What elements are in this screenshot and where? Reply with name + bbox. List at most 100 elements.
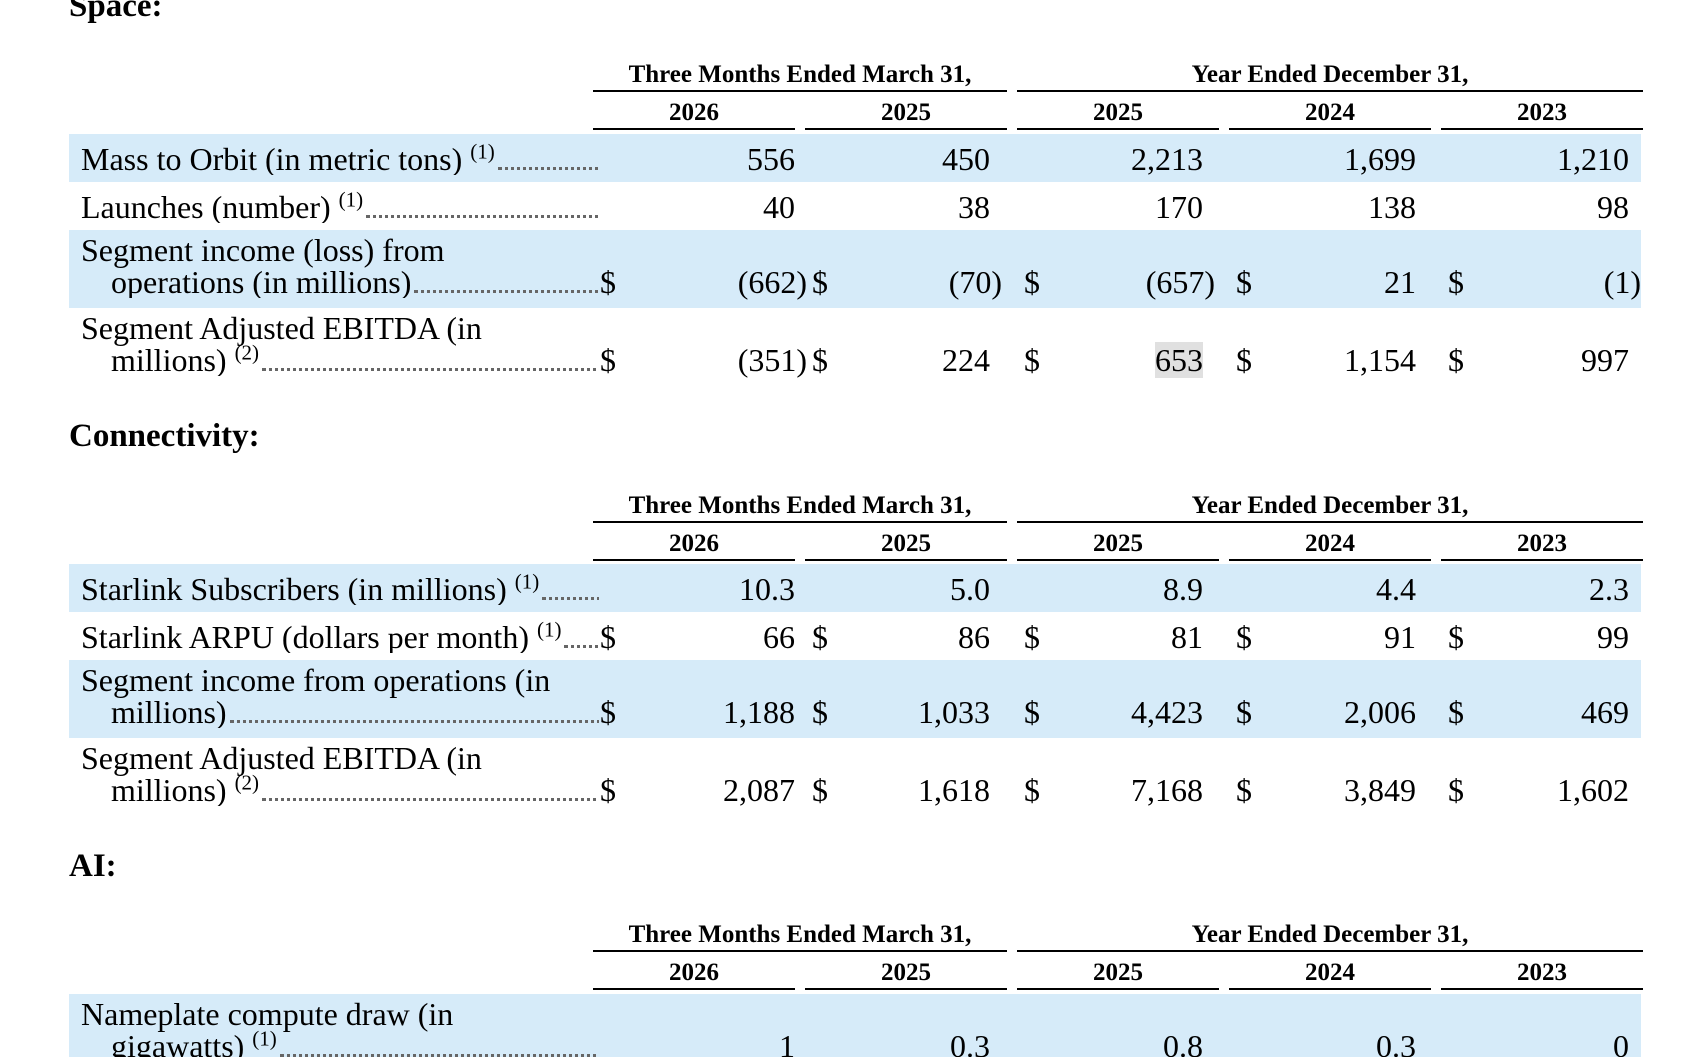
- footnote-marker: (1): [252, 1026, 277, 1051]
- row-label-line1: Segment income (loss) from: [81, 234, 445, 268]
- row-label-text: Mass to Orbit (in metric tons): [81, 143, 463, 175]
- value-cell: 450: [942, 143, 990, 175]
- currency-symbol: $: [1448, 342, 1464, 378]
- row-label-line1: Nameplate compute draw (in: [81, 998, 454, 1032]
- space-row-1: Launches (number) (1) 40 38 170 138 98: [69, 182, 1641, 230]
- value-text: 2,087: [723, 772, 795, 808]
- value-text: 997: [1581, 342, 1629, 378]
- connectivity-row-3: Segment Adjusted EBITDA (in millions) (2)…: [69, 738, 1641, 816]
- value-cell: (657): [1146, 266, 1215, 298]
- footnote-marker: (1): [536, 621, 562, 642]
- value-text: 1,033: [918, 694, 990, 730]
- currency-symbol: $: [600, 772, 616, 808]
- value-cell: 2,006: [1344, 696, 1416, 728]
- value-cell: 1,602: [1557, 774, 1629, 806]
- currency-symbol: $: [600, 264, 616, 300]
- ai-header-three-months: Three Months Ended March 31,: [593, 920, 1007, 952]
- value-text: 1,602: [1557, 772, 1629, 808]
- dot-leader: [414, 290, 599, 293]
- currency-symbol: $: [1024, 772, 1040, 808]
- currency-symbol: $: [1448, 694, 1464, 730]
- value-text: 91: [1384, 619, 1416, 655]
- row-label: Starlink Subscribers (in millions) (1): [81, 573, 599, 605]
- value-cell: 0.8: [1163, 1030, 1203, 1057]
- value-cell: 81: [1171, 621, 1203, 653]
- value-text: (657): [1145, 264, 1215, 300]
- dot-leader: [262, 368, 599, 371]
- value-cell: (1): [1604, 266, 1641, 298]
- currency-symbol: $: [1236, 772, 1252, 808]
- value-text: 40: [763, 189, 795, 225]
- value-cell: 1,210: [1557, 143, 1629, 175]
- row-label-text: Starlink Subscribers (in millions): [81, 573, 507, 605]
- value-text: 138: [1368, 189, 1416, 225]
- row-label: Segment income (loss) from operations (in…: [81, 234, 599, 298]
- value-text: 21: [1384, 264, 1416, 300]
- value-text: 98: [1597, 189, 1629, 225]
- value-cell: (351): [738, 344, 807, 376]
- value-cell: 66: [763, 621, 795, 653]
- value-text: 10.3: [739, 571, 795, 607]
- value-cell: 138: [1368, 191, 1416, 223]
- value-cell: 1: [779, 1030, 795, 1057]
- value-text: (1): [1603, 264, 1641, 300]
- value-text: 1,188: [723, 694, 795, 730]
- value-text: (70): [948, 264, 1002, 300]
- value-text: 450: [942, 141, 990, 177]
- value-text: 8.9: [1163, 571, 1203, 607]
- value-cell: 0.3: [950, 1030, 990, 1057]
- row-label: Launches (number) (1): [81, 191, 599, 223]
- value-cell: (70): [949, 266, 1002, 298]
- value-text: 0.3: [1376, 1028, 1416, 1057]
- value-cell: 91: [1384, 621, 1416, 653]
- row-label: Nameplate compute draw (in gigawatts) (1): [81, 998, 599, 1057]
- value-cell: 653: [1155, 342, 1203, 378]
- value-text: 4,423: [1131, 694, 1203, 730]
- value-text: 81: [1171, 619, 1203, 655]
- row-label-line2-wrap: gigawatts) (1): [81, 1028, 599, 1057]
- currency-symbol: $: [600, 619, 616, 655]
- row-label: Segment Adjusted EBITDA (in millions) (2): [81, 312, 599, 376]
- row-label-line2-wrap: operations (in millions): [81, 266, 599, 298]
- space-header-three-months: Three Months Ended March 31,: [593, 60, 1007, 92]
- dot-leader: [279, 1054, 599, 1057]
- connectivity-header-year-col-0: 2026: [593, 528, 795, 561]
- value-cell: 8.9: [1163, 573, 1203, 605]
- value-text: (662): [737, 264, 807, 300]
- value-cell: 40: [763, 191, 795, 223]
- currency-symbol: $: [812, 342, 828, 378]
- footnote-marker: (1): [338, 191, 364, 212]
- value-text: 7,168: [1131, 772, 1203, 808]
- connectivity-section-title: Connectivity:: [69, 418, 260, 454]
- value-cell: 1,699: [1344, 143, 1416, 175]
- dot-leader: [497, 167, 599, 170]
- value-text: 1: [779, 1028, 795, 1057]
- currency-symbol: $: [1236, 264, 1252, 300]
- ai-header-year-ended: Year Ended December 31,: [1017, 920, 1643, 952]
- value-text: 2,006: [1344, 694, 1416, 730]
- currency-symbol: $: [600, 694, 616, 730]
- value-cell: 2,087: [723, 774, 795, 806]
- value-cell: 38: [958, 191, 990, 223]
- dot-leader: [366, 215, 599, 218]
- row-label-line2: millions): [111, 694, 227, 728]
- row-label: Segment income from operations (in millio…: [81, 664, 599, 728]
- value-text: 1,618: [918, 772, 990, 808]
- value-cell: 0: [1613, 1030, 1629, 1057]
- currency-symbol: $: [1448, 619, 1464, 655]
- currency-symbol: $: [1236, 619, 1252, 655]
- value-cell: 2.3: [1589, 573, 1629, 605]
- row-label-line2-wrap: millions) (2): [81, 772, 599, 806]
- value-cell: 4.4: [1376, 573, 1416, 605]
- connectivity-header-year-ended: Year Ended December 31,: [1017, 491, 1643, 523]
- value-text: 2,213: [1131, 141, 1203, 177]
- connectivity-row-2: Segment income from operations (in millio…: [69, 660, 1641, 738]
- ai-header-year-col-4: 2023: [1441, 957, 1643, 990]
- row-label-line1: Segment Adjusted EBITDA (in: [81, 312, 482, 346]
- value-text: 66: [763, 619, 795, 655]
- space-header-year-col-0: 2026: [593, 97, 795, 130]
- value-text: 170: [1155, 189, 1203, 225]
- value-text: (351): [737, 342, 807, 378]
- currency-symbol: $: [812, 694, 828, 730]
- row-label: Segment Adjusted EBITDA (in millions) (2): [81, 742, 599, 806]
